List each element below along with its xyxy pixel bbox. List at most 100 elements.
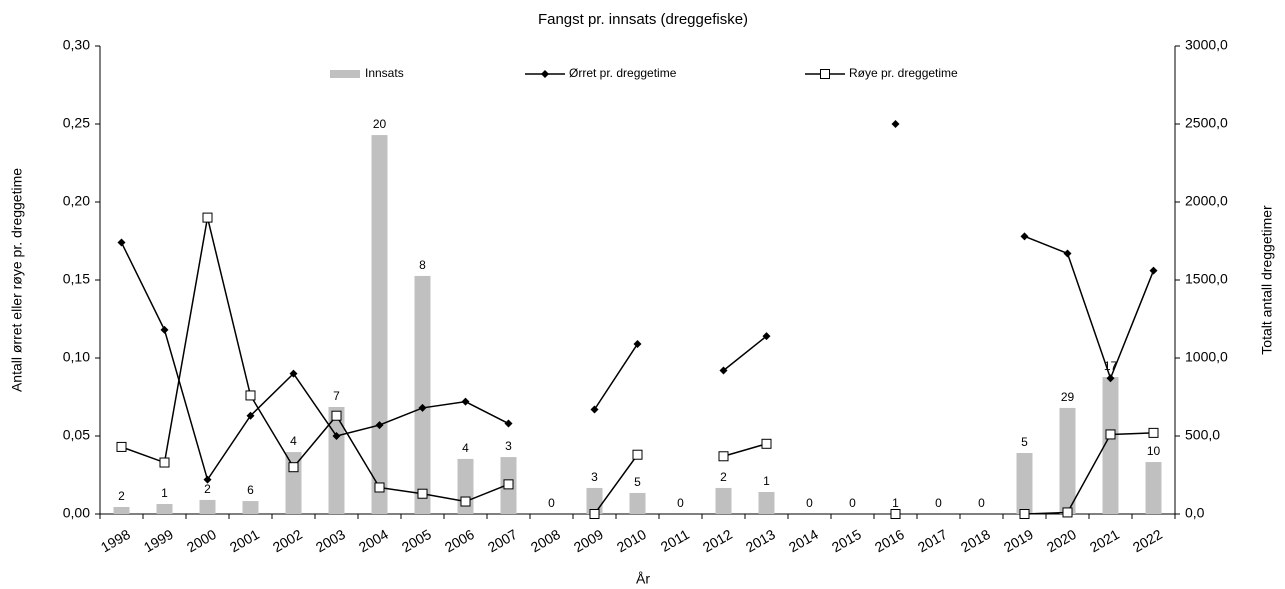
line-marker	[288, 462, 299, 473]
chart-title: Fangst pr. innsats (dreggefiske)	[538, 11, 748, 28]
line-marker	[245, 390, 256, 401]
bar-annotation: 3	[505, 439, 512, 453]
y2-tick-label: 1000,0	[1185, 349, 1228, 365]
bar	[113, 506, 130, 514]
x-tick-label: 2003	[313, 526, 348, 556]
line-marker	[761, 438, 772, 449]
x-tick-label: 2017	[915, 526, 950, 556]
line-marker	[590, 405, 599, 414]
y2-axis-title: Totalt antall dreggetimer	[1259, 205, 1275, 355]
x-tick-label: 2013	[743, 526, 778, 556]
x-tick-label: 2002	[270, 526, 305, 556]
line-marker	[762, 332, 771, 341]
x-tick-label: 1998	[98, 526, 133, 556]
line-marker	[461, 397, 470, 406]
bar	[1102, 377, 1119, 514]
x-tick-label: 2014	[786, 526, 821, 556]
bar-annotation: 1	[892, 496, 899, 510]
bar	[758, 492, 775, 514]
legend-marker	[541, 70, 549, 78]
bar	[242, 501, 259, 514]
line-marker	[202, 212, 213, 223]
x-tick-label: 2000	[184, 526, 219, 556]
line-marker	[1019, 509, 1030, 519]
y-tick-label: 0,20	[63, 193, 90, 209]
bar	[1016, 453, 1033, 514]
y-tick-label: 0,25	[63, 115, 90, 131]
bar	[414, 275, 431, 514]
bar-annotation: 0	[849, 496, 856, 510]
line-marker	[891, 120, 900, 128]
x-tick-label: 2022	[1130, 526, 1165, 556]
line-marker	[632, 449, 643, 460]
legend-label: Innsats	[365, 66, 404, 80]
line-marker	[718, 451, 729, 462]
line-marker	[589, 509, 600, 519]
bar-annotation: 2	[118, 489, 125, 503]
y-tick-label: 0,30	[63, 37, 90, 53]
line-marker	[1106, 374, 1115, 383]
bar-annotation: 5	[634, 475, 641, 489]
x-tick-label: 2008	[528, 526, 563, 556]
line	[121, 217, 1154, 515]
bar-annotation: 0	[935, 496, 942, 510]
bar	[1059, 407, 1076, 514]
bar	[328, 406, 345, 514]
line-marker	[159, 457, 170, 468]
x-tick-label: 2006	[442, 526, 477, 556]
y-tick-label: 0,05	[63, 427, 90, 443]
x-axis-title: År	[636, 571, 650, 587]
bar-annotation: 4	[290, 434, 297, 448]
bar-annotation: 5	[1021, 435, 1028, 449]
legend-marker	[820, 69, 830, 79]
y-tick-label: 0,00	[63, 505, 90, 521]
bar-annotation: 2	[720, 470, 727, 484]
bar-annotation: 8	[419, 258, 426, 272]
x-tick-label: 2016	[872, 526, 907, 556]
line-marker	[1148, 427, 1159, 438]
x-tick-label: 2020	[1044, 526, 1079, 556]
line-marker	[1020, 232, 1029, 241]
x-tick-label: 2019	[1001, 526, 1036, 556]
bar-annotation: 4	[462, 441, 469, 455]
bar	[1145, 462, 1162, 514]
bar-annotation: 20	[373, 117, 387, 131]
line-marker	[503, 479, 514, 490]
x-tick-label: 2021	[1087, 526, 1122, 556]
bar-annotation: 2	[204, 482, 211, 496]
x-tick-label: 2007	[485, 526, 520, 556]
bar-annotation: 1	[161, 486, 168, 500]
line-marker	[1105, 429, 1116, 440]
bar-annotation: 10	[1147, 444, 1161, 458]
line-marker	[332, 432, 341, 440]
bar	[371, 135, 388, 515]
line-marker	[719, 366, 728, 375]
x-tick-label: 2005	[399, 526, 434, 556]
line-marker	[203, 475, 212, 484]
line-marker	[117, 238, 126, 247]
bar-annotation: 29	[1061, 390, 1075, 404]
x-tick-label: 2011	[658, 526, 692, 555]
x-tick-label: 1999	[141, 526, 176, 556]
bar-annotation: 0	[806, 496, 813, 510]
line-marker	[1149, 266, 1158, 275]
x-tick-label: 2009	[571, 526, 606, 556]
y-tick-label: 0,10	[63, 349, 90, 365]
y2-tick-label: 1500,0	[1185, 271, 1228, 287]
line-marker	[374, 482, 385, 493]
y2-tick-label: 0,0	[1185, 505, 1205, 521]
line-marker	[375, 421, 384, 430]
y2-tick-label: 2000,0	[1185, 193, 1228, 209]
line-marker	[289, 369, 298, 378]
bar-annotation: 0	[978, 496, 985, 510]
line-marker	[331, 410, 342, 421]
y2-tick-label: 3000,0	[1185, 37, 1228, 53]
x-tick-label: 2018	[958, 526, 993, 556]
bar-annotation: 3	[591, 470, 598, 484]
legend-label: Røye pr. dreggetime	[849, 66, 958, 80]
line-marker	[504, 419, 513, 428]
x-tick-label: 2001	[227, 526, 262, 556]
line	[120, 235, 1155, 482]
line-marker	[418, 403, 427, 412]
